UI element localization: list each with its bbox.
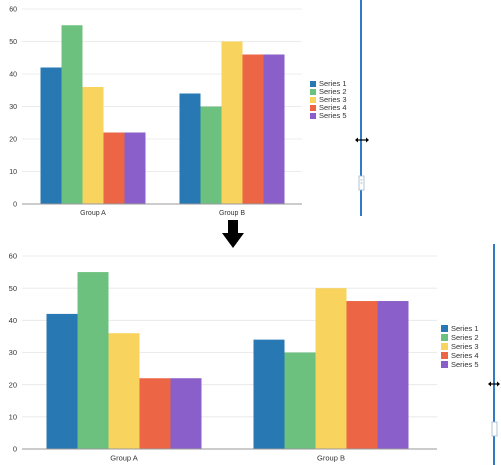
legend-label: Series 2 (319, 87, 347, 96)
bar (46, 313, 78, 449)
bars (46, 272, 409, 449)
y-tick-label: 30 (9, 104, 17, 111)
y-tick-label: 30 (9, 348, 17, 357)
x-category-label: Group B (219, 210, 245, 217)
y-tick-label: 50 (9, 39, 17, 46)
legend-swatch (310, 105, 316, 111)
y-tick-label: 20 (9, 136, 17, 143)
bar (263, 54, 285, 204)
legend-swatch (310, 97, 316, 103)
bar (377, 301, 409, 449)
bar (200, 106, 222, 204)
legend-swatch (310, 81, 316, 87)
x-category-label: Group B (317, 454, 345, 463)
x-axis-category-labels: Group A Group B (80, 210, 245, 217)
y-tick-label: 10 (9, 412, 17, 421)
legend-label: Series 3 (451, 342, 479, 351)
y-tick-label: 40 (9, 316, 17, 325)
legend-label: Series 1 (451, 324, 479, 333)
bar (108, 333, 140, 449)
y-tick-label: 60 (9, 6, 17, 13)
legend-swatch (441, 325, 448, 332)
legend-label: Series 1 (319, 79, 347, 88)
arrow-down-icon (222, 220, 244, 248)
y-tick-label: 10 (9, 169, 17, 176)
bars (40, 25, 285, 204)
legend-swatch (441, 343, 448, 350)
legend-swatch (441, 334, 448, 341)
legend-label: Series 3 (319, 95, 347, 104)
x-category-label: Group A (110, 454, 138, 463)
bar (346, 301, 378, 449)
splitter-grip[interactable] (491, 421, 498, 437)
bar (315, 288, 347, 449)
bar (61, 25, 83, 204)
bar (40, 67, 62, 204)
legend-label: Series 5 (319, 111, 347, 120)
y-tick-label: 0 (13, 201, 17, 208)
bar (139, 378, 171, 449)
bar (179, 93, 201, 204)
resize-handle-icon[interactable] (355, 137, 369, 143)
legend-label: Series 2 (451, 333, 479, 342)
legend-swatch (310, 113, 316, 119)
resize-handle-icon[interactable] (488, 381, 500, 387)
y-tick-label: 60 (9, 252, 17, 261)
legend-label: Series 4 (319, 103, 347, 112)
y-axis-tick-labels: 0 10 20 30 40 50 60 (9, 6, 17, 208)
x-category-label: Group A (80, 210, 106, 217)
bar (253, 339, 285, 449)
bar (242, 54, 264, 204)
legend-swatch (441, 352, 448, 359)
bar (170, 378, 202, 449)
x-axis-category-labels: Group A Group B (110, 454, 345, 463)
bar (124, 132, 146, 204)
y-tick-label: 0 (13, 445, 17, 454)
y-tick-label: 20 (9, 380, 17, 389)
legend-swatch (441, 361, 448, 368)
bar (284, 352, 316, 449)
legend-label: Series 5 (451, 360, 479, 369)
y-tick-label: 40 (9, 71, 17, 78)
legend-label: Series 4 (451, 351, 479, 360)
y-tick-label: 50 (9, 284, 17, 293)
legend-swatch (310, 89, 316, 95)
bar (221, 41, 243, 204)
bar (103, 132, 125, 204)
bar (82, 87, 104, 204)
bar (77, 272, 109, 449)
y-axis-tick-labels: 0 10 20 30 40 50 60 (9, 252, 17, 454)
